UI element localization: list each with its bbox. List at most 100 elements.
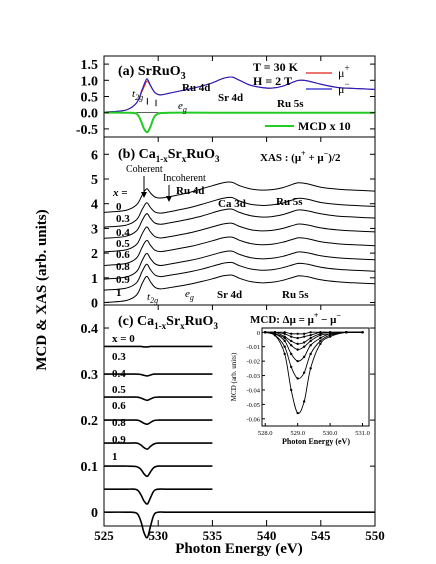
inset-point: [283, 352, 286, 356]
panel-a-ru5s-label: Ru 5s: [277, 98, 304, 110]
inset-y-tick-label: -0.02: [246, 359, 260, 366]
inset-point: [289, 352, 293, 356]
inset-point: [283, 331, 286, 334]
panel-b-y-tick-label: 0: [91, 297, 98, 312]
panel-c-series-3: [104, 419, 213, 426]
panel-b-ca3d-label: Ca 3d: [218, 198, 246, 210]
panel-c-series-6: [103, 488, 213, 505]
panel-c-series-1: [104, 373, 213, 377]
panel-a-title: (a) SrRuO3: [118, 64, 186, 82]
panel-c-composition-label: 0.3: [112, 351, 126, 363]
panel-b-xas-label: XAS : (μ+ + μ−)/2: [260, 149, 341, 164]
inset-point: [296, 377, 299, 380]
inset-point: [296, 348, 299, 351]
panel-b-composition-label: 0.6: [116, 249, 130, 261]
panel-c-composition-label: 1: [112, 451, 118, 463]
inset-point: [302, 332, 306, 335]
y-axis-label: MCD & XAS (arb. units): [34, 209, 50, 370]
inset-point: [302, 400, 306, 403]
inset-x-tick-label: 529.0: [290, 430, 305, 437]
panel-b-series-7: [103, 274, 376, 303]
inset-point: [296, 359, 299, 363]
inset-point: [309, 367, 312, 370]
panel-c-series-4: [104, 442, 213, 450]
panel-c-y-tick-label: 0: [91, 506, 98, 521]
inset-point: [273, 331, 277, 334]
x-tick-label: 545: [311, 528, 331, 543]
inset-point: [296, 342, 299, 346]
inset-y-tick-label: -0.05: [246, 402, 260, 409]
inset-y-tick-label: -0.04: [246, 387, 260, 394]
coherent-arrowhead: [141, 192, 147, 198]
panel-b-series-5: [103, 250, 376, 280]
inset-point: [309, 331, 312, 334]
inset-point: [296, 336, 299, 340]
panel-b-series-6: [103, 261, 376, 291]
panel-b-y-tick-label: 5: [91, 173, 98, 188]
panel-c-composition-label: 0.4: [112, 368, 126, 380]
panel-c-series-5: [104, 465, 213, 478]
panel-b-composition-label: 0: [116, 201, 122, 213]
panel-b-t2g-label: t2g: [147, 291, 158, 305]
inset-frame: [261, 327, 370, 427]
legend-mu-minus-label: μ−: [338, 79, 350, 96]
curves-layer: [103, 76, 376, 539]
panel-c-composition-labels: x = 0 0.3 0.4 0.5 0.6 0.8 0.9 1: [112, 333, 135, 463]
panel-a-eg-label: eg: [178, 100, 187, 114]
panel-b-composition-label: 0.4: [116, 227, 130, 239]
panel-c-composition-label: x = 0: [112, 333, 135, 345]
panel-b-series-3: [103, 222, 376, 253]
panel-b-composition-label: 0.9: [116, 274, 130, 286]
inset-x-tick-label: 531.0: [355, 430, 370, 437]
inset-point: [283, 335, 286, 338]
panel-a-y-tick-label: 0.0: [81, 107, 99, 122]
panel-a-y-tick-label: 1.5: [81, 58, 99, 73]
inset-y-tick-label: -0.03: [246, 373, 260, 380]
panel-a-t2g-label: t2g: [132, 88, 143, 102]
inset-point: [289, 344, 293, 347]
incoherent-arrowhead: [166, 196, 172, 202]
panel-b-coherent-label: Coherent: [126, 164, 163, 175]
panel-b-eg-label: eg: [185, 288, 194, 302]
panel-b-series-4: [103, 236, 376, 266]
inset-point: [296, 332, 299, 335]
inset-point: [289, 365, 293, 369]
panel-a-y-tick-label: -0.5: [76, 123, 98, 138]
inset-point: [302, 335, 306, 338]
x-tick-label: 525: [94, 528, 114, 543]
plot-frame: [103, 55, 376, 527]
panel-c-y-tick-label: 0.1: [81, 460, 99, 475]
inset-point: [345, 331, 348, 334]
panel-b-composition-labels: 00.3 0.40.50.60.80.91: [116, 201, 130, 299]
panel-a-sr4d-label: Sr 4d: [218, 92, 243, 104]
inset-point: [309, 334, 312, 337]
x-tick-label: 540: [257, 528, 277, 543]
panel-c-y-tick-label: 0.4: [81, 322, 99, 337]
panel-a-y-tick-label: 0.5: [81, 91, 99, 106]
panel-b-ru5s-bottom-label: Ru 5s: [282, 289, 309, 301]
x-tick-label: 535: [203, 528, 223, 543]
inset-point: [289, 335, 293, 338]
panel-c-series-2: [104, 396, 213, 402]
inset-point: [319, 342, 322, 346]
panel-c-y-tick-label: 0.3: [81, 368, 99, 383]
panel-c-composition-label: 0.9: [112, 434, 126, 446]
panel-b-x-equals: x =: [112, 187, 128, 199]
inset-x-tick-label: 530.0: [323, 430, 338, 437]
panel-b-ru5s-label: Ru 5s: [276, 196, 303, 208]
panel-b-composition-label: 0.8: [116, 261, 130, 273]
x-tick-label: 530: [148, 528, 168, 543]
panel-b-y-tick-label: 2: [91, 247, 98, 262]
inset-point: [309, 344, 312, 347]
panel-b-composition-label: 0.5: [116, 238, 130, 250]
panel-b-series-0: [103, 181, 376, 213]
inset-point: [361, 331, 364, 334]
inset-point: [319, 339, 322, 343]
panel-b-incoherent-label: Incoherent: [163, 173, 206, 184]
inset-layer: 0 -0.01 -0.02 -0.03 -0.04 -0.05 -0.06 528.0 529.…: [246, 330, 369, 437]
legend-mcd-label: MCD x 10: [298, 119, 351, 133]
panel-c-series-7: [103, 511, 375, 539]
inset-point: [283, 339, 286, 343]
inset-point: [319, 331, 322, 334]
